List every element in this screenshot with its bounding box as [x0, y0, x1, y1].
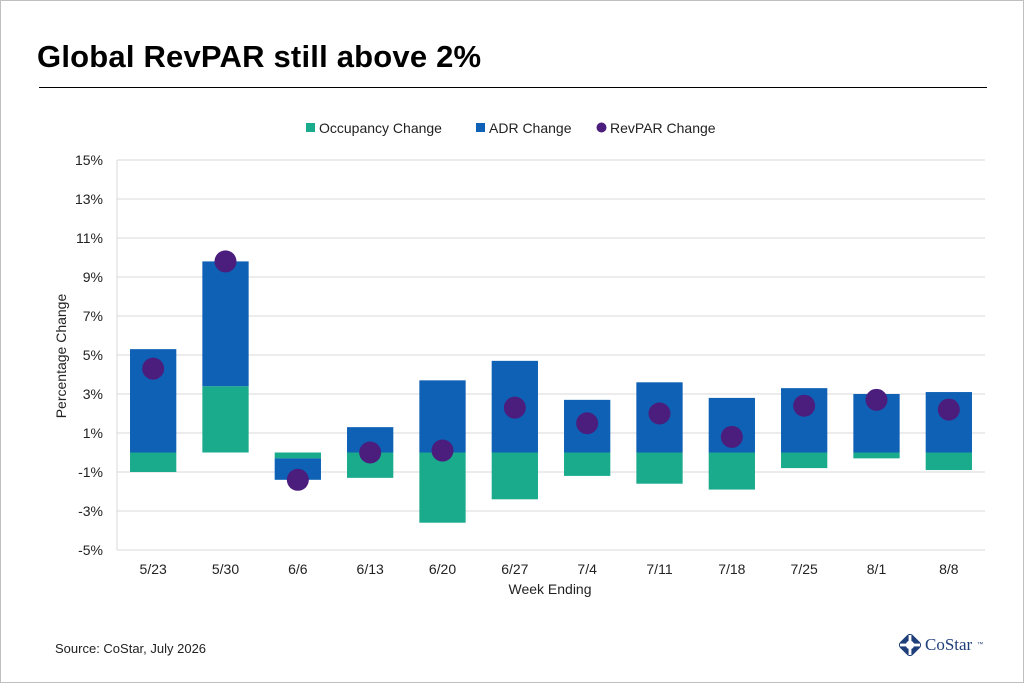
grid-lines	[116, 159, 985, 551]
revpar-point	[286, 468, 309, 491]
x-tick-label: 7/4	[577, 561, 597, 577]
legend-swatch	[596, 122, 607, 133]
legend-label: RevPAR Change	[610, 120, 716, 136]
x-tick-label: 5/23	[140, 561, 167, 577]
legend-swatch	[476, 123, 485, 132]
x-tick-label: 7/25	[791, 561, 818, 577]
page-title: Global RevPAR still above 2%	[37, 39, 482, 74]
occupancy-bar	[925, 452, 972, 471]
y-tick-label: 5%	[83, 347, 103, 363]
revpar-point	[214, 250, 237, 273]
occupancy-bar	[419, 452, 466, 523]
revpar-point	[503, 396, 526, 419]
costar-logo-text: CoStar	[925, 635, 973, 654]
bars	[130, 261, 972, 523]
occupancy-bar	[202, 386, 249, 453]
x-tick-label: 6/20	[429, 561, 456, 577]
costar-logo-tm: ™	[977, 642, 984, 648]
y-tick-label: 7%	[83, 308, 103, 324]
title-divider	[39, 87, 987, 88]
y-axis-ticks: 15% 13% 11% 9% 7% 5% 3% 1% -1% -3% -5%	[75, 152, 103, 558]
occupancy-bar	[274, 452, 321, 459]
revpar-point	[937, 398, 960, 421]
occupancy-bar	[130, 452, 177, 472]
revpar-point	[576, 412, 599, 435]
revpar-point	[865, 388, 888, 411]
adr-bar	[202, 261, 249, 387]
x-axis-ticks: 5/23 5/30 6/6 6/13 6/20 6/27 7/4 7/11 7/18 7/25 8/…	[140, 561, 959, 577]
y-tick-label: -5%	[78, 542, 103, 558]
revpar-points	[142, 250, 960, 491]
revpar-point	[142, 357, 165, 380]
y-tick-label: 11%	[76, 230, 103, 246]
legend-label: ADR Change	[489, 120, 572, 136]
x-tick-label: 8/8	[939, 561, 959, 577]
y-tick-label: 13%	[75, 191, 103, 207]
occupancy-bar	[491, 452, 538, 500]
y-tick-label: -1%	[78, 464, 103, 480]
occupancy-bar	[853, 452, 900, 459]
x-tick-label: 7/18	[718, 561, 745, 577]
legend-swatch	[306, 123, 315, 132]
costar-logo: CoStar ™	[899, 634, 983, 656]
occupancy-bar	[636, 452, 683, 484]
legend-label: Occupancy Change	[319, 120, 442, 136]
occupancy-bar	[564, 452, 611, 476]
revpar-point	[720, 425, 743, 448]
y-tick-label: 9%	[83, 269, 103, 285]
x-tick-label: 6/13	[357, 561, 384, 577]
x-tick-label: 8/1	[867, 561, 887, 577]
x-tick-label: 6/6	[288, 561, 308, 577]
source-note: Source: CoStar, July 2026	[55, 641, 207, 656]
revpar-point	[648, 402, 671, 425]
y-tick-label: 15%	[75, 152, 103, 168]
occupancy-bar	[781, 452, 828, 469]
costar-logo-icon	[899, 634, 921, 656]
x-axis-title: Week Ending	[508, 581, 591, 597]
y-tick-label: -3%	[78, 503, 103, 519]
revpar-point	[431, 439, 454, 462]
y-axis-title: Percentage Change	[53, 294, 69, 419]
occupancy-bar	[708, 452, 755, 490]
revpar-point	[793, 394, 816, 417]
x-tick-label: 7/11	[646, 561, 672, 577]
revpar-point	[359, 441, 382, 464]
y-tick-label: 1%	[83, 425, 103, 441]
y-tick-label: 3%	[83, 386, 103, 402]
x-tick-label: 6/27	[501, 561, 528, 577]
legend: Occupancy Change ADR Change RevPAR Change	[306, 120, 716, 136]
x-tick-label: 5/30	[212, 561, 239, 577]
